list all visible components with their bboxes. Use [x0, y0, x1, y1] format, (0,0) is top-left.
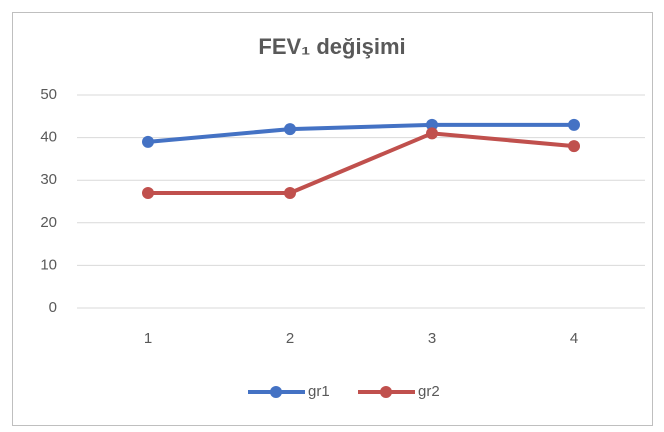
x-tick-label: 1 [144, 330, 152, 347]
chart-title: FEV₁ değişimi [258, 34, 405, 59]
chart-border [12, 12, 653, 426]
x-tick-label: 2 [286, 330, 294, 347]
y-tick-label: 30 [40, 171, 57, 188]
point [284, 186, 296, 199]
x-tick-label: 3 [428, 330, 436, 347]
legend-marker [380, 386, 392, 398]
point [142, 186, 154, 199]
point [426, 127, 438, 140]
y-tick-label: 20 [40, 214, 57, 231]
y-tick-label: 10 [40, 256, 57, 273]
series-line [148, 131, 575, 195]
legend-label: gr1 [308, 383, 330, 400]
series-line [147, 122, 574, 144]
point [284, 123, 296, 136]
point [568, 140, 580, 153]
y-tick-label: 0 [49, 299, 57, 316]
legend-marker [270, 386, 282, 398]
point [568, 118, 580, 131]
y-tick-label: 50 [40, 86, 57, 103]
y-tick-label: 40 [40, 129, 57, 146]
legend-label: gr2 [418, 383, 440, 400]
x-tick-label: 4 [570, 330, 578, 347]
point [426, 118, 438, 131]
point [142, 135, 154, 148]
